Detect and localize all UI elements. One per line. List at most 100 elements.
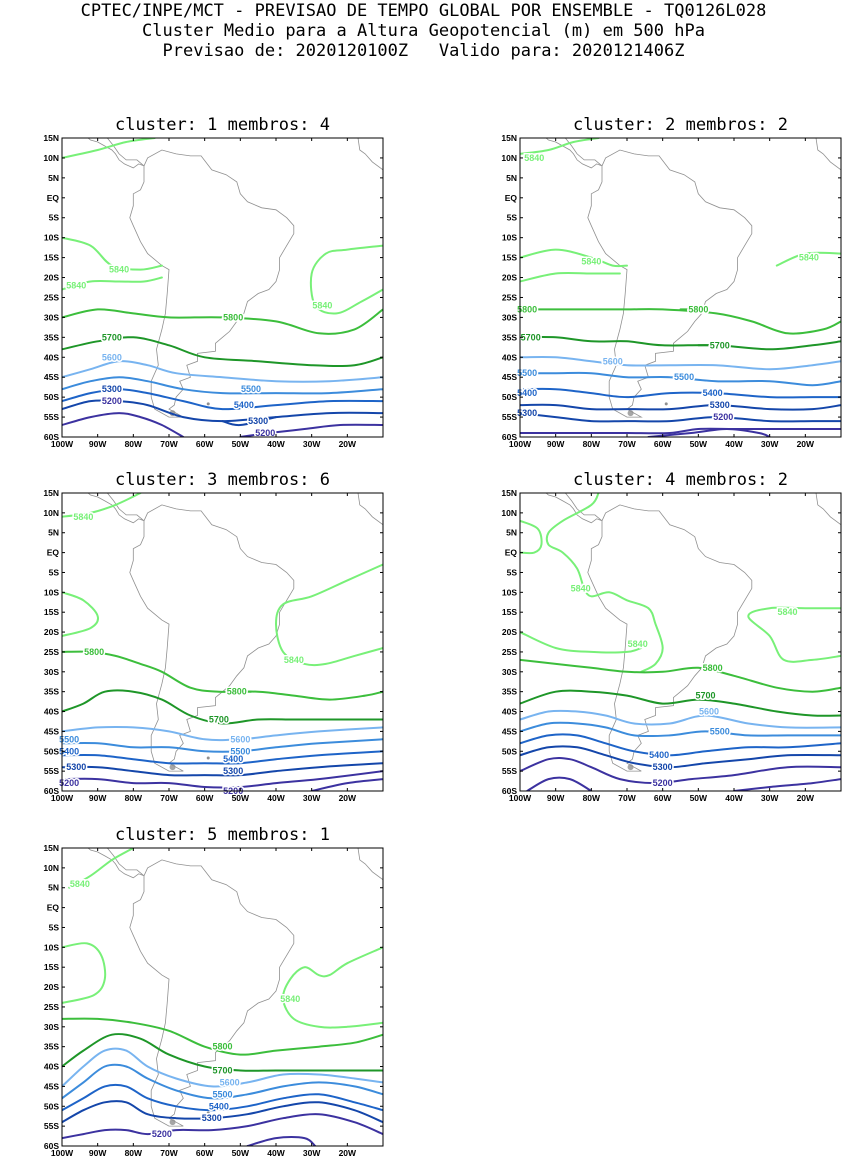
contour-5840 [520, 631, 643, 654]
y-tick-label: EQ [47, 903, 60, 913]
y-tick-label: 5S [49, 567, 60, 577]
contour-label: 5800 [517, 304, 537, 314]
contour-label: 5300 [248, 416, 268, 426]
contour-label: 5800 [703, 663, 723, 673]
x-tick-label: 60W [196, 1148, 214, 1157]
y-tick-label: 35S [502, 332, 517, 342]
y-tick-label: 20S [44, 982, 59, 992]
contour-label: 5300 [202, 1113, 222, 1123]
contour-label: 5500 [212, 1089, 232, 1099]
y-tick-label: 10N [501, 153, 517, 163]
cluster-panel-2: cluster: 2 membros: 2 5840 5840 5840 5800 580… [501, 115, 842, 449]
contour-5300 [520, 412, 841, 423]
contour-label: 5840 [70, 879, 90, 889]
contour-5400 [62, 388, 383, 411]
contour-label: 5800 [84, 647, 104, 657]
contour-5200 [520, 756, 841, 785]
y-tick-label: 10S [502, 233, 517, 243]
cluster-panel-5: cluster: 5 membros: 1 5840 5840 5800 5700560… [43, 825, 384, 1157]
map-frame [61, 137, 384, 438]
y-tick-label: 30S [44, 312, 59, 322]
contour-label: 5600 [230, 734, 250, 744]
contour-label: 5500 [710, 726, 730, 736]
y-tick-label: 55S [44, 1121, 59, 1131]
x-tick-label: 20W [339, 793, 357, 803]
y-tick-label: 50S [44, 392, 59, 402]
x-tick-label: 40W [267, 439, 285, 449]
contour-5500 [520, 371, 841, 387]
y-tick-label: 15N [501, 488, 517, 498]
y-tick-label: 30S [502, 312, 517, 322]
x-tick-label: 20W [339, 439, 357, 449]
contour-5800 [520, 308, 841, 335]
contour-5400 [62, 1083, 383, 1112]
contour-5840 [520, 138, 600, 155]
contour-5300 [62, 399, 383, 423]
map-frame [61, 847, 384, 1147]
x-tick-label: 70W [618, 439, 636, 449]
contour-5200 [310, 778, 383, 791]
y-tick-label: 45S [44, 372, 59, 382]
coastline-central-america [545, 138, 603, 169]
y-tick-label: 55S [502, 766, 517, 776]
coastline-africa [357, 138, 383, 171]
y-tick-label: 60S [44, 786, 59, 796]
contour-label: 5840 [799, 253, 819, 263]
contour-label: 5840 [280, 994, 300, 1004]
x-tick-label: 90W [547, 793, 565, 803]
y-tick-label: 45S [44, 726, 59, 736]
contour-5840 [282, 946, 383, 1029]
falkland-islands [206, 402, 210, 406]
y-tick-label: 55S [44, 766, 59, 776]
y-tick-label: EQ [47, 193, 60, 203]
y-tick-label: EQ [47, 548, 60, 558]
y-tick-label: 50S [502, 392, 517, 402]
x-tick-label: 90W [89, 793, 107, 803]
cluster-panel-4: cluster: 4 membros: 2 5840 5840 5840 5800 570… [501, 470, 842, 803]
panel-title: cluster: 1 membros: 4 [115, 115, 330, 135]
panel-title: cluster: 2 membros: 2 [573, 115, 788, 135]
y-tick-label: 15S [44, 962, 59, 972]
contour-label: 5200 [102, 396, 122, 406]
x-tick-label: 50W [232, 1148, 250, 1157]
y-tick-label: EQ [505, 548, 518, 558]
x-tick-label: 50W [232, 793, 250, 803]
x-tick-label: 80W [583, 793, 601, 803]
contour-5700 [520, 336, 841, 351]
contour-label: 5840 [581, 257, 601, 267]
y-tick-label: 20S [44, 273, 59, 283]
falkland-islands [664, 402, 668, 406]
contour-label: 5600 [220, 1077, 240, 1087]
y-tick-label: 10S [502, 587, 517, 597]
tierra-del-fuego [169, 764, 176, 771]
y-tick-label: 60S [502, 432, 517, 442]
contour-5700 [520, 689, 841, 717]
contour-5200 [62, 412, 185, 437]
y-tick-label: 5N [506, 173, 517, 183]
x-tick-label: 20W [339, 1148, 357, 1157]
contour-label: 5500 [674, 372, 694, 382]
y-tick-label: 50S [44, 1101, 59, 1111]
y-tick-label: 40S [44, 1062, 59, 1072]
x-tick-label: 100W [51, 439, 74, 449]
y-tick-label: 5S [49, 213, 60, 223]
x-tick-label: 30W [303, 1148, 321, 1157]
x-tick-label: 70W [160, 1148, 178, 1157]
y-tick-label: 5N [48, 173, 59, 183]
y-tick-label: 35S [44, 687, 59, 697]
contour-label: 5300 [102, 384, 122, 394]
contour-label: 5840 [109, 265, 129, 275]
contour-5300 [520, 745, 841, 769]
contour-label: 5200 [152, 1129, 172, 1139]
map-frame [61, 492, 384, 792]
contour-label: 5840 [284, 655, 304, 665]
contour-5200 [520, 427, 841, 435]
contour-label: 5300 [710, 400, 730, 410]
coastline-south-america [129, 149, 295, 418]
contour-label: 5840 [66, 281, 86, 291]
header-line-1: CPTEC/INPE/MCT - PREVISAO DE TEMPO GLOBA… [80, 1, 767, 21]
y-tick-label: 45S [44, 1081, 59, 1091]
panel-title: cluster: 5 membros: 1 [115, 825, 330, 845]
contour-5700 [62, 689, 383, 725]
y-tick-label: 55S [44, 412, 59, 422]
